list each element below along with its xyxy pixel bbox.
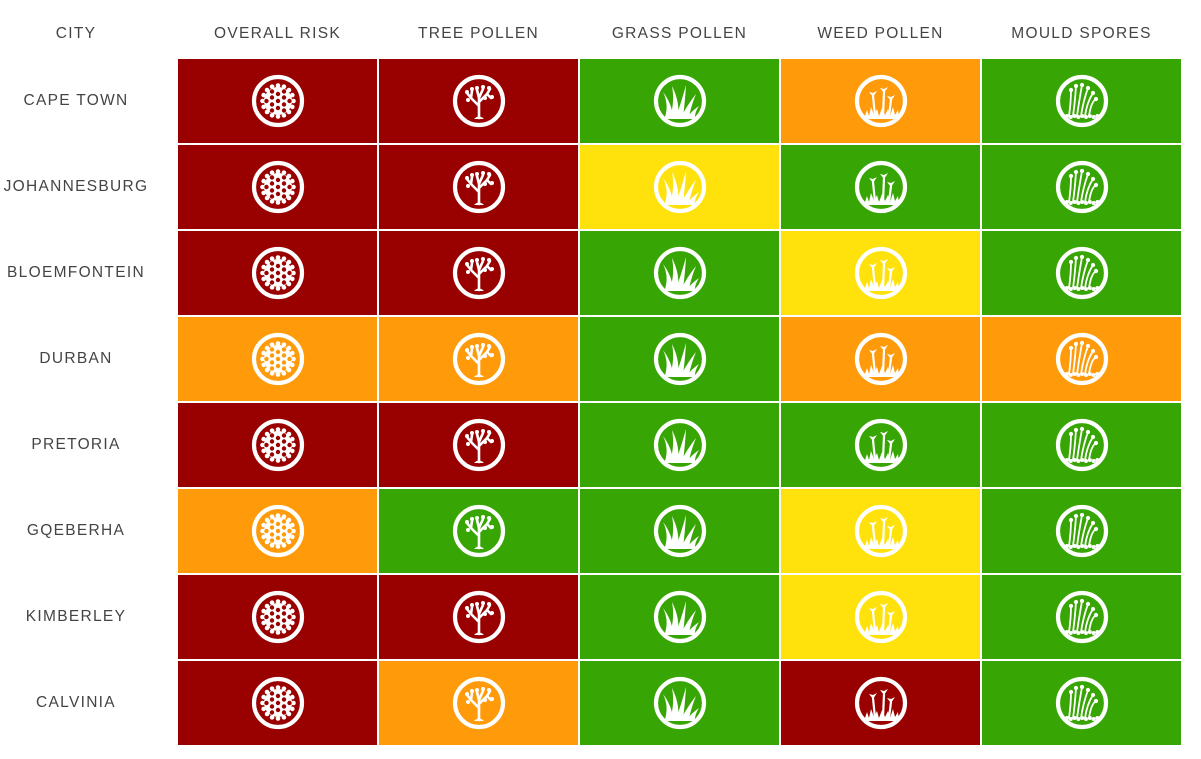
mould-spores-icon (1055, 332, 1108, 386)
grass-icon (653, 504, 706, 558)
pollen-grain-icon (251, 590, 304, 644)
mould-spores-icon (1055, 504, 1108, 558)
grass-icon (653, 590, 706, 644)
heatmap-cell (781, 145, 980, 229)
column-header-grass-pollen: GRASS POLLEN (611, 25, 748, 42)
mould-spores-icon (1055, 74, 1108, 128)
heatmap-cell (982, 489, 1181, 573)
row-header-bloemfontein: BLOEMFONTEIN (7, 264, 145, 281)
weed-flower-icon (854, 160, 907, 214)
heatmap-cell (178, 403, 377, 487)
tree-icon (452, 418, 505, 472)
pollen-grain-icon (251, 160, 304, 214)
heatmap-cell (580, 59, 779, 143)
heatmap-cell (178, 661, 377, 745)
weed-flower-icon (854, 418, 907, 472)
row-header-johannesburg: JOHANNESBURG (3, 178, 149, 195)
column-header-mould-spores: MOULD SPORES (1011, 25, 1152, 42)
heatmap-cell (379, 59, 578, 143)
heatmap-cell (379, 403, 578, 487)
heatmap-cell (781, 489, 980, 573)
pollen-grain-icon (251, 418, 304, 472)
row-header-cape-town: CAPE TOWN (23, 92, 129, 109)
heatmap-cell (178, 575, 377, 659)
heatmap-cell (379, 145, 578, 229)
heatmap-cell (379, 231, 578, 315)
pollen-grain-icon (251, 504, 304, 558)
heatmap-cell (781, 575, 980, 659)
pollen-grain-icon (251, 74, 304, 128)
weed-flower-icon (854, 590, 907, 644)
tree-icon (452, 590, 505, 644)
heatmap-cell (982, 403, 1181, 487)
grass-icon (653, 676, 706, 730)
pollen-grain-icon (251, 246, 304, 300)
grass-icon (653, 418, 706, 472)
heatmap-cell (781, 661, 980, 745)
tree-icon (452, 160, 505, 214)
heatmap-cell (580, 231, 779, 315)
heatmap-cell (379, 317, 578, 401)
mould-spores-icon (1055, 246, 1108, 300)
heatmap-cell (379, 661, 578, 745)
heatmap-cell (580, 317, 779, 401)
heatmap-cell (982, 317, 1181, 401)
heatmap-cell (580, 403, 779, 487)
pollen-grain-icon (251, 676, 304, 730)
heatmap-cell (178, 231, 377, 315)
weed-flower-icon (854, 246, 907, 300)
mould-spores-icon (1055, 160, 1108, 214)
heatmap-cell (379, 575, 578, 659)
heatmap-cell (982, 145, 1181, 229)
corner-label-city: CITY (55, 25, 97, 42)
heatmap-cell (982, 575, 1181, 659)
heatmap-cell (178, 489, 377, 573)
tree-icon (452, 74, 505, 128)
tree-icon (452, 332, 505, 386)
heatmap-cell (781, 59, 980, 143)
heatmap-cell (178, 317, 377, 401)
row-header-kimberley: KIMBERLEY (25, 608, 127, 625)
mould-spores-icon (1055, 418, 1108, 472)
row-header-pretoria: PRETORIA (31, 436, 121, 453)
column-header-weed-pollen: WEED POLLEN (817, 25, 944, 42)
heatmap-cell (982, 59, 1181, 143)
grass-icon (653, 246, 706, 300)
heatmap-cell (178, 59, 377, 143)
tree-icon (452, 676, 505, 730)
mould-spores-icon (1055, 590, 1108, 644)
tree-icon (452, 504, 505, 558)
weed-flower-icon (854, 74, 907, 128)
weed-flower-icon (854, 332, 907, 386)
row-header-calvinia: CALVINIA (36, 694, 116, 711)
column-header-overall-risk: OVERALL RISK (213, 25, 341, 42)
heatmap-cell (580, 575, 779, 659)
row-header-durban: DURBAN (39, 350, 113, 367)
grass-icon (653, 74, 706, 128)
grass-icon (653, 332, 706, 386)
heatmap-cell (982, 661, 1181, 745)
column-header-tree-pollen: TREE POLLEN (417, 25, 540, 42)
heatmap-cell (580, 489, 779, 573)
heatmap-cell (580, 661, 779, 745)
pollen-grain-icon (251, 332, 304, 386)
heatmap-cell (781, 317, 980, 401)
weed-flower-icon (854, 676, 907, 730)
heatmap-cell (580, 145, 779, 229)
grass-icon (653, 160, 706, 214)
mould-spores-icon (1055, 676, 1108, 730)
tree-icon (452, 246, 505, 300)
weed-flower-icon (854, 504, 907, 558)
row-header-gqeberha: GQEBERHA (26, 522, 126, 539)
heatmap-cell (178, 145, 377, 229)
heatmap-cell (781, 403, 980, 487)
heatmap-cell (379, 489, 578, 573)
heatmap-cell (781, 231, 980, 315)
heatmap-cell (982, 231, 1181, 315)
